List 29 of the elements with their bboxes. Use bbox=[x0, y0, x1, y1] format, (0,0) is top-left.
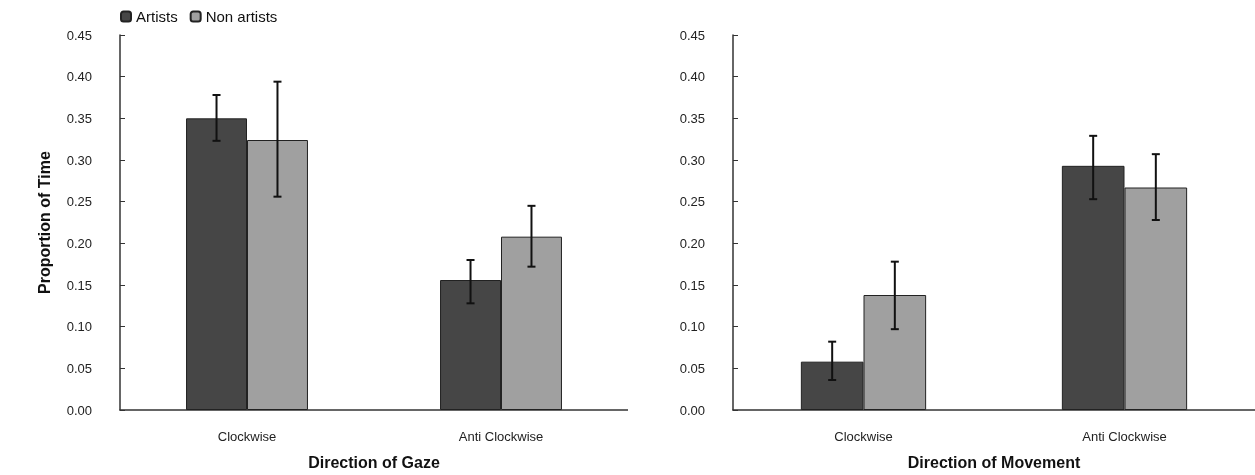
y-tick-label: 0.15 bbox=[679, 277, 705, 293]
y-tick-label: 0.05 bbox=[66, 360, 92, 376]
y-tick-label: 0.30 bbox=[66, 152, 92, 168]
x-tick-label: Anti Clockwise bbox=[1082, 429, 1167, 444]
x-tick-label: Clockwise bbox=[217, 429, 277, 444]
y-tick-label: 0.20 bbox=[66, 235, 92, 251]
y-tick-label: 0.00 bbox=[66, 402, 92, 418]
y-tick-label: 0.35 bbox=[66, 110, 92, 126]
y-tick-label: 0.40 bbox=[679, 69, 705, 85]
x-axis-title: Direction of Gaze bbox=[308, 453, 440, 471]
y-tick-label: 0.20 bbox=[679, 235, 705, 251]
y-tick-label: 0.00 bbox=[679, 402, 705, 418]
x-axis-title: Direction of Movement bbox=[907, 453, 1081, 471]
y-tick-label: 0.15 bbox=[66, 277, 92, 293]
y-tick-label: 0.10 bbox=[66, 319, 92, 335]
y-tick-label: 0.45 bbox=[66, 27, 92, 43]
x-tick-label: Clockwise bbox=[834, 429, 893, 444]
y-tick-label: 0.25 bbox=[66, 194, 92, 210]
legend-label: Artists bbox=[136, 8, 178, 25]
y-axis-title: Proportion of Time bbox=[35, 150, 53, 294]
x-tick-label: Anti Clockwise bbox=[458, 429, 544, 444]
y-tick-label: 0.40 bbox=[66, 69, 92, 85]
y-tick-label: 0.05 bbox=[679, 360, 705, 376]
y-tick-label: 0.45 bbox=[679, 27, 705, 43]
y-tick-label: 0.30 bbox=[679, 152, 705, 168]
legend-label: Non artists bbox=[205, 8, 278, 25]
y-tick-label: 0.25 bbox=[679, 194, 705, 210]
y-tick-label: 0.35 bbox=[679, 110, 705, 126]
y-tick-label: 0.10 bbox=[679, 319, 705, 335]
